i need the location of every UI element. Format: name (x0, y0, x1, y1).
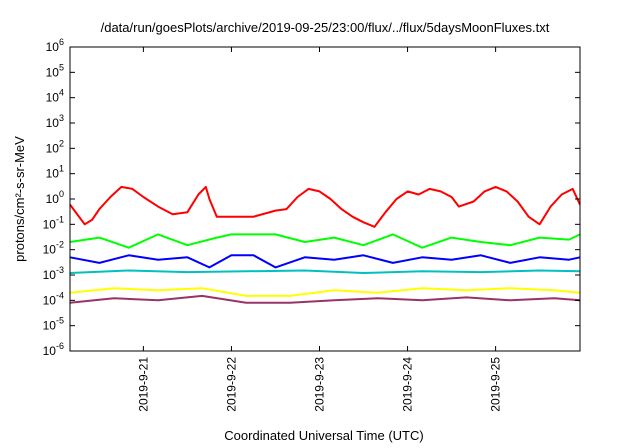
y-tick-label: 10-1 (43, 214, 64, 231)
y-tick-label: 100 (46, 189, 64, 206)
series-line-6 (69, 294, 581, 304)
x-tick-label: 2019-9-24 (401, 357, 415, 412)
y-tick-label: 103 (46, 113, 64, 130)
x-tick-label: 2019-9-22 (224, 357, 238, 412)
y-axis-label: protons/cm²-s-sr-MeV (12, 136, 27, 262)
chart-title: /data/run/goesPlots/archive/2019-09-25/2… (101, 20, 550, 35)
y-tick-label: 10-2 (43, 240, 64, 257)
series-line-1 (69, 185, 581, 228)
series-line-5 (69, 287, 581, 297)
y-tick-label: 105 (46, 62, 64, 79)
y-tick-label: 106 (46, 37, 64, 54)
y-tick-label: 10-5 (43, 316, 64, 333)
y-tick-label: 10-6 (43, 341, 64, 358)
x-axis: 2019-9-21 2019-9-22 2019-9-23 2019-9-24 2019… (136, 47, 503, 412)
x-axis-label: Coordinated Universal Time (UTC) (224, 428, 423, 443)
series-line-4 (69, 269, 581, 274)
series-line-2 (69, 233, 581, 249)
y-tick-label: 102 (46, 138, 64, 155)
series-layer (69, 185, 581, 304)
series-line-3 (69, 254, 581, 269)
y-tick-label: 10-4 (43, 290, 64, 307)
x-tick-label: 2019-9-23 (312, 357, 326, 412)
y-tick-label: 10-3 (43, 265, 64, 282)
y-tick-label: 104 (46, 88, 64, 105)
y-tick-label: 101 (46, 164, 64, 181)
x-tick-label: 2019-9-25 (489, 357, 503, 412)
y-axis: 10-6 10-5 10-4 10-3 10-2 10-1 100 101 102 103 104 1… (43, 37, 580, 358)
x-tick-label: 2019-9-21 (136, 357, 150, 412)
